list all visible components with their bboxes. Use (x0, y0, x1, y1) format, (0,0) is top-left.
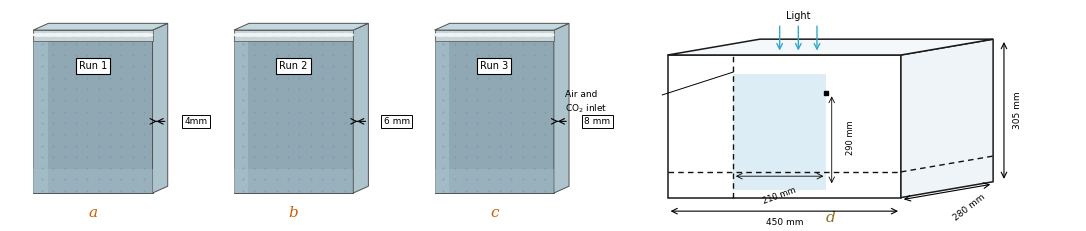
Polygon shape (901, 39, 993, 198)
Bar (668, 55, 901, 198)
Polygon shape (152, 23, 167, 193)
Text: a: a (88, 207, 98, 220)
Circle shape (273, 33, 286, 36)
Text: 290 mm: 290 mm (846, 121, 855, 155)
Text: 8 mm: 8 mm (584, 117, 610, 126)
Polygon shape (668, 39, 993, 55)
Circle shape (81, 33, 94, 36)
Bar (434, 30, 554, 41)
Circle shape (330, 33, 343, 36)
Text: Light: Light (786, 11, 810, 21)
Bar (233, 30, 249, 193)
Bar (34, 30, 48, 193)
Bar (233, 30, 353, 41)
Circle shape (62, 33, 75, 36)
Polygon shape (554, 23, 569, 193)
Bar (233, 30, 353, 193)
Text: b: b (289, 207, 299, 220)
Polygon shape (434, 23, 569, 30)
Text: 4mm: 4mm (185, 117, 207, 126)
Circle shape (521, 33, 534, 36)
Bar (733, 73, 826, 190)
Text: Air and: Air and (565, 90, 597, 99)
Circle shape (52, 33, 65, 36)
Bar (434, 30, 449, 193)
Circle shape (483, 33, 496, 36)
Polygon shape (233, 23, 368, 30)
Circle shape (512, 33, 525, 36)
Circle shape (243, 33, 256, 36)
Circle shape (312, 33, 325, 36)
Circle shape (253, 33, 266, 36)
Circle shape (233, 33, 247, 36)
Text: 280 mm: 280 mm (951, 193, 987, 223)
Polygon shape (353, 23, 368, 193)
Circle shape (263, 33, 276, 36)
Circle shape (139, 33, 152, 36)
Circle shape (130, 33, 143, 36)
Circle shape (292, 33, 305, 36)
Circle shape (111, 33, 124, 36)
Polygon shape (34, 23, 167, 30)
Circle shape (434, 33, 447, 36)
Circle shape (91, 33, 104, 36)
Circle shape (473, 33, 487, 36)
Bar (434, 169, 554, 193)
Text: c: c (490, 207, 498, 220)
Text: 305 mm: 305 mm (1012, 92, 1022, 129)
Circle shape (72, 33, 85, 36)
Text: Run 1: Run 1 (79, 61, 108, 71)
Circle shape (282, 33, 295, 36)
Text: 450 mm: 450 mm (766, 218, 803, 227)
Text: 210 mm: 210 mm (762, 185, 797, 206)
Circle shape (101, 33, 114, 36)
Circle shape (454, 33, 467, 36)
Bar (34, 169, 152, 193)
Circle shape (444, 33, 457, 36)
Circle shape (42, 33, 55, 36)
Circle shape (34, 33, 47, 36)
Text: CO$_2$ inlet: CO$_2$ inlet (565, 103, 607, 116)
Bar (434, 30, 554, 193)
Bar (233, 169, 353, 193)
Circle shape (531, 33, 544, 36)
Circle shape (121, 33, 134, 36)
Circle shape (502, 33, 515, 36)
Circle shape (464, 33, 477, 36)
Circle shape (340, 33, 353, 36)
Text: 6 mm: 6 mm (383, 117, 409, 126)
Circle shape (493, 33, 505, 36)
Text: Run 2: Run 2 (279, 61, 307, 71)
Circle shape (320, 33, 333, 36)
Text: Run 3: Run 3 (480, 61, 508, 71)
Bar (34, 30, 152, 41)
Circle shape (541, 33, 554, 36)
Bar (34, 30, 152, 193)
Circle shape (302, 33, 315, 36)
Text: d: d (825, 211, 835, 225)
